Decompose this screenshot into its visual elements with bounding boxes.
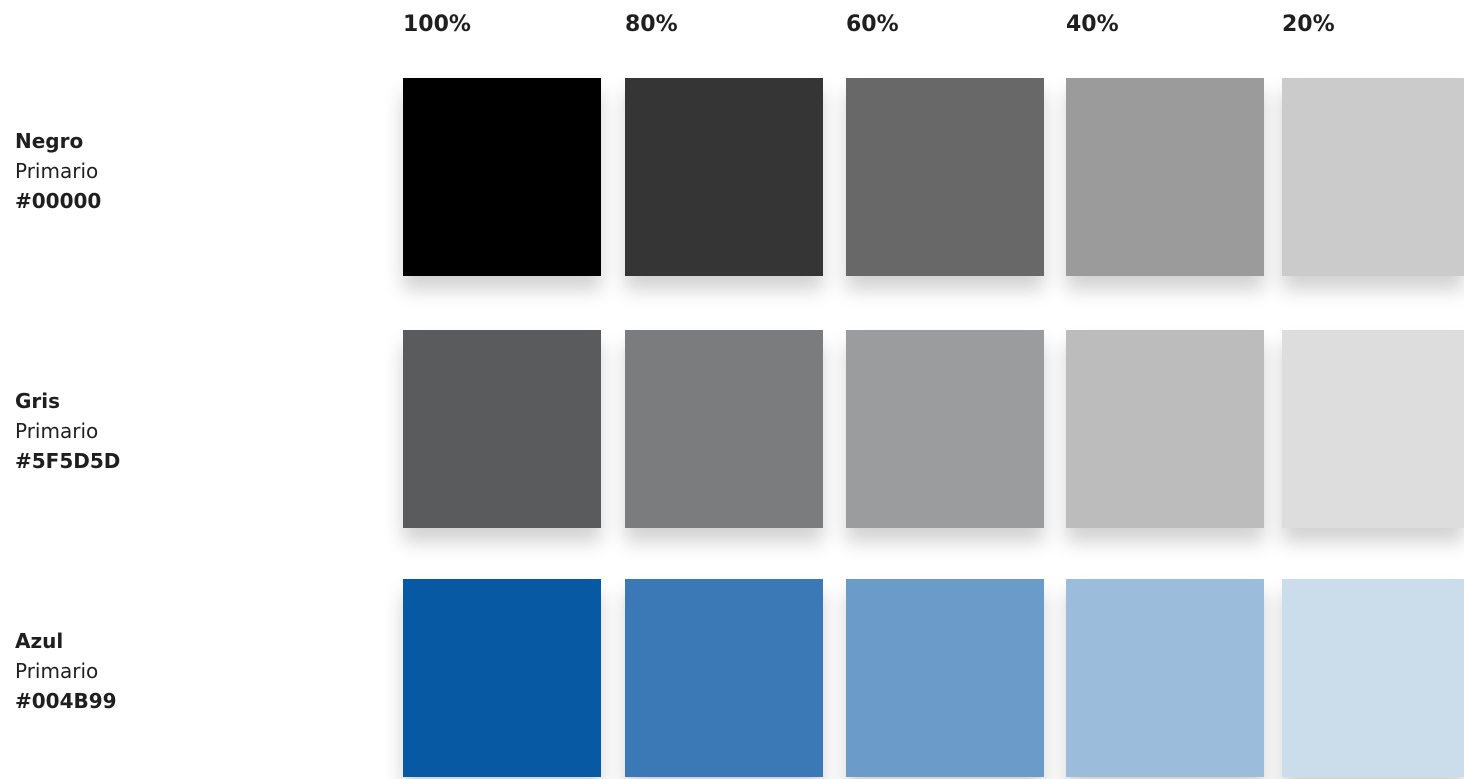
color-label: Azul Primario #004B99 <box>15 626 117 716</box>
color-row-azul: Azul Primario #004B99 <box>0 579 1464 779</box>
header-20: 20% <box>1282 12 1335 37</box>
header-100: 100% <box>403 12 471 37</box>
swatch-60 <box>846 330 1044 528</box>
opacity-headers: 100% 80% 60% 40% 20% <box>0 8 1464 48</box>
color-name: Negro <box>15 129 84 153</box>
color-hex: #5F5D5D <box>15 449 121 473</box>
color-name: Gris <box>15 389 61 413</box>
header-40: 40% <box>1066 12 1119 37</box>
swatch-80 <box>625 579 823 777</box>
swatch-80 <box>625 330 823 528</box>
swatch-100 <box>403 330 601 528</box>
color-role: Primario <box>15 159 99 183</box>
swatch-60 <box>846 78 1044 276</box>
swatch-100 <box>403 579 601 777</box>
color-role: Primario <box>15 659 99 683</box>
color-role: Primario <box>15 419 99 443</box>
color-hex: #004B99 <box>15 689 117 713</box>
swatch-100 <box>403 78 601 276</box>
color-row-negro: Negro Primario #00000 <box>0 78 1464 278</box>
swatch-20 <box>1282 579 1464 777</box>
swatch-40 <box>1066 579 1264 777</box>
swatch-60 <box>846 579 1044 777</box>
header-80: 80% <box>625 12 678 37</box>
color-hex: #00000 <box>15 189 102 213</box>
color-row-gris: Gris Primario #5F5D5D <box>0 330 1464 530</box>
color-name: Azul <box>15 629 64 653</box>
swatch-20 <box>1282 330 1464 528</box>
swatch-40 <box>1066 78 1264 276</box>
color-label: Negro Primario #00000 <box>15 126 101 216</box>
swatch-20 <box>1282 78 1464 276</box>
color-label: Gris Primario #5F5D5D <box>15 386 120 476</box>
header-60: 60% <box>846 12 899 37</box>
swatch-40 <box>1066 330 1264 528</box>
swatch-80 <box>625 78 823 276</box>
